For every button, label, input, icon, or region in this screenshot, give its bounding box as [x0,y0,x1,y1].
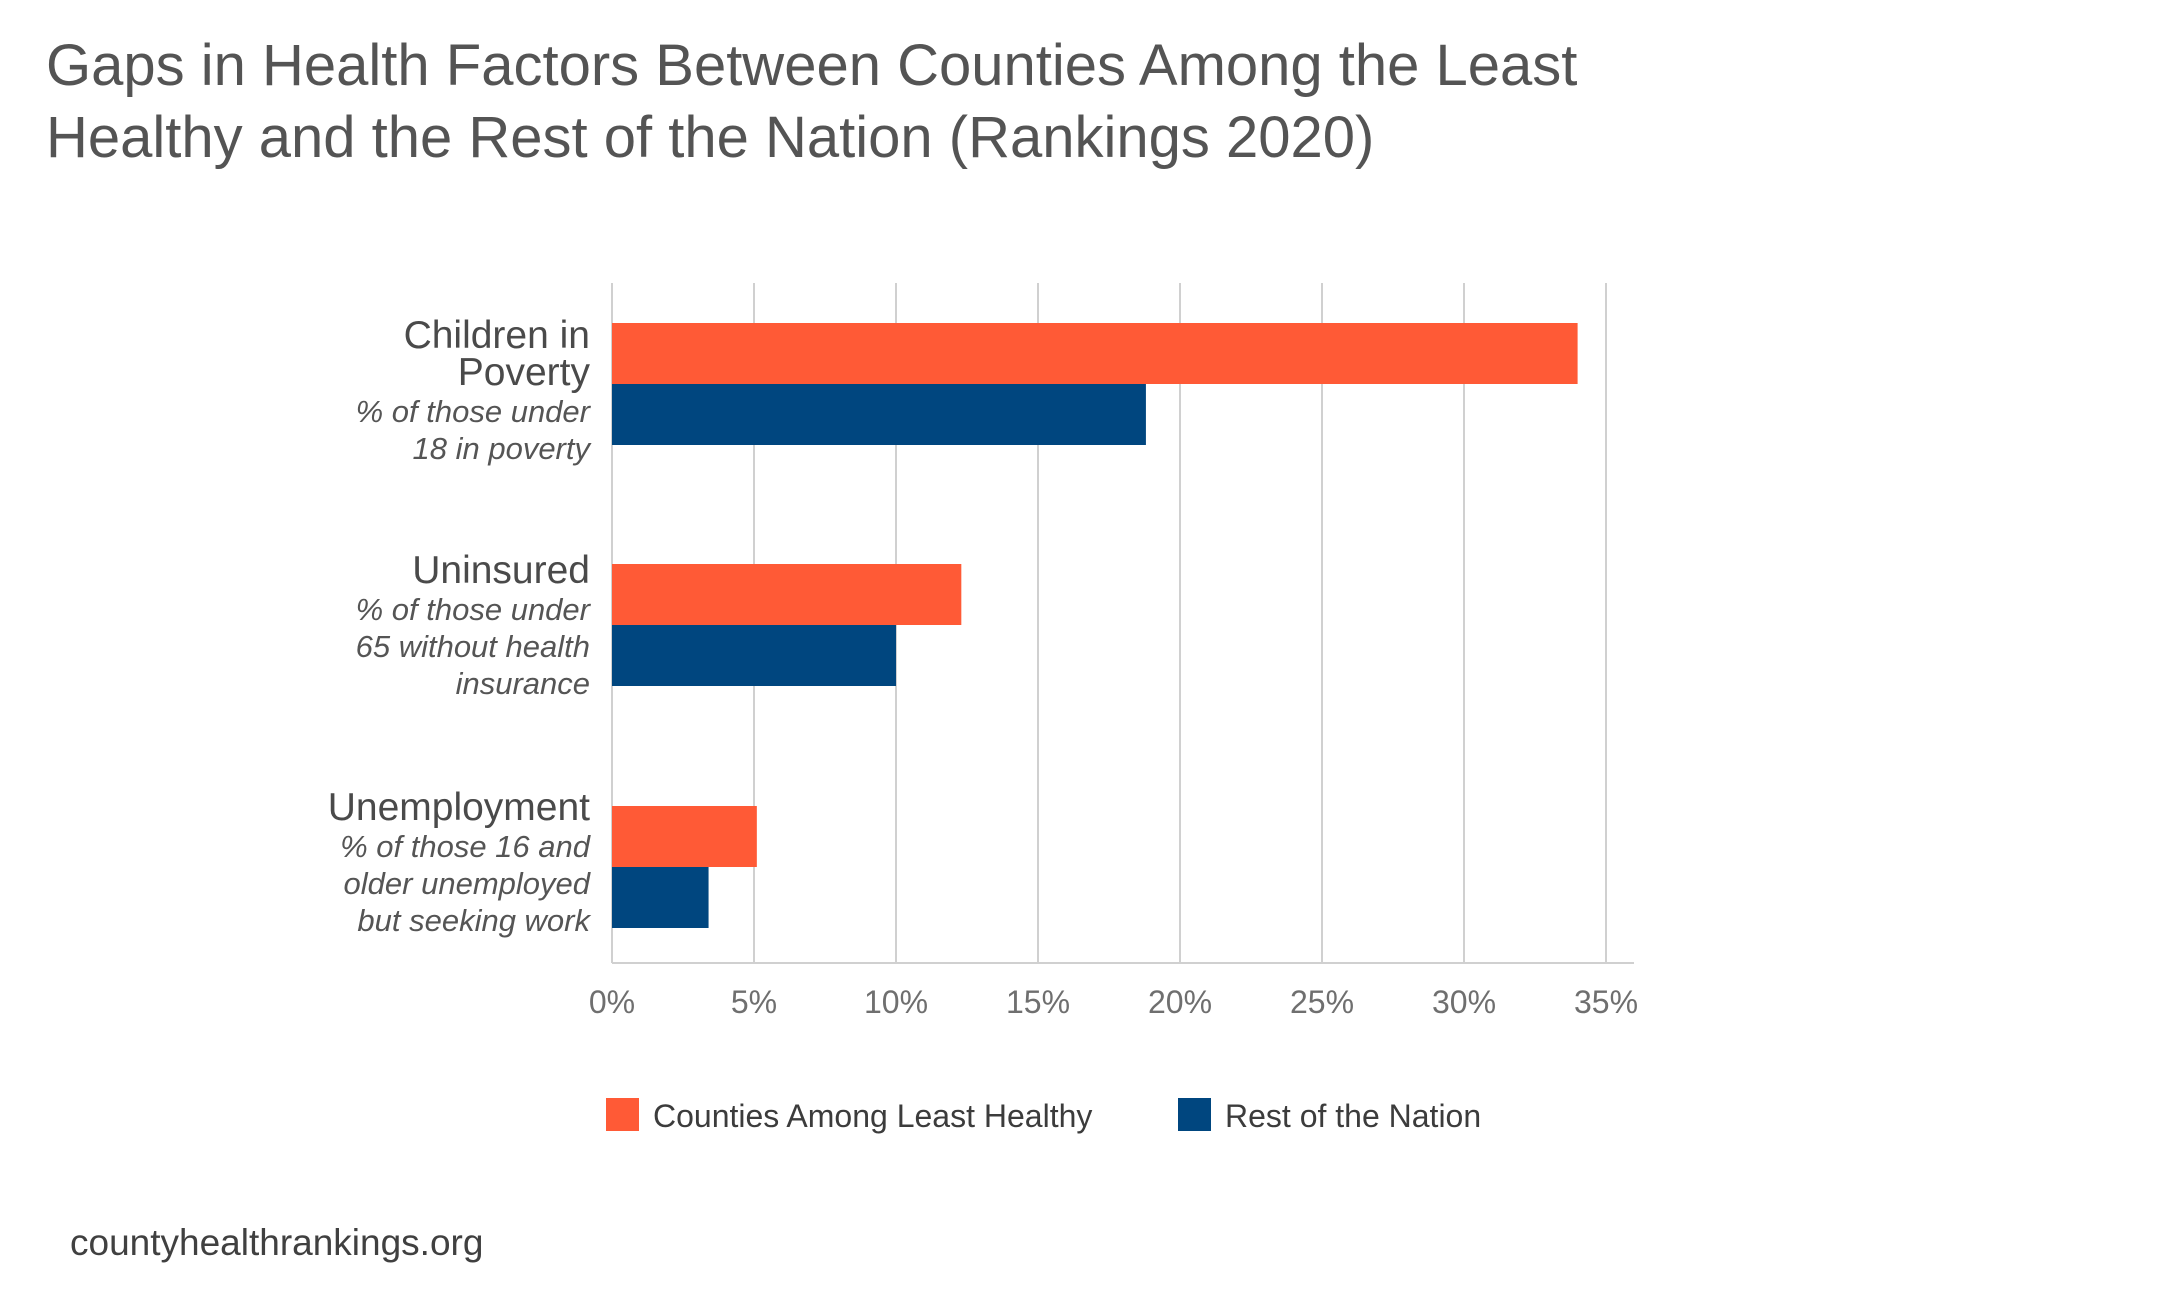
legend-label-rest-of-nation: Rest of the Nation [1225,1098,1481,1134]
category-subtitle: 18 in poverty [413,431,593,466]
legend-swatch-rest-of-nation [1178,1098,1211,1131]
x-tick-label: 10% [864,984,928,1020]
source-credit: countyhealthrankings.org [70,1222,484,1263]
legend-swatch-least-healthy [606,1098,639,1131]
category-subtitle: 65 without health [356,629,590,664]
chart-title-line-2: Healthy and the Rest of the Nation (Rank… [46,105,1375,170]
category-label: Poverty [458,351,591,394]
category-label: Children in [404,314,590,357]
x-tick-label: 15% [1006,984,1070,1020]
chart-title: Gaps in Health Factors Between Counties … [46,30,1746,174]
x-tick-label: 0% [589,984,635,1020]
category-subtitle: % of those 16 and [340,829,592,864]
x-tick-label: 30% [1432,984,1496,1020]
bar-rest-of-nation-2 [612,867,709,928]
legend-label-least-healthy: Counties Among Least Healthy [653,1098,1092,1134]
bar-least-healthy-1 [612,564,962,625]
category-label: Unemployment [328,786,590,829]
bar-least-healthy-0 [612,323,1578,384]
category-subtitle: but seeking work [357,903,591,938]
x-tick-label: 5% [731,984,777,1020]
bar-rest-of-nation-1 [612,625,896,686]
bar-least-healthy-2 [612,806,757,867]
chart-title-line-1: Gaps in Health Factors Between Counties … [46,33,1578,98]
x-tick-label: 35% [1574,984,1638,1020]
category-label: Uninsured [412,549,590,592]
x-tick-label: 20% [1148,984,1212,1020]
category-subtitle: % of those under [356,394,592,429]
category-subtitle: % of those under [356,592,592,627]
x-tick-label: 25% [1290,984,1354,1020]
category-subtitle: older unemployed [344,866,592,901]
bar-rest-of-nation-0 [612,384,1146,445]
category-subtitle: insurance [456,666,590,701]
